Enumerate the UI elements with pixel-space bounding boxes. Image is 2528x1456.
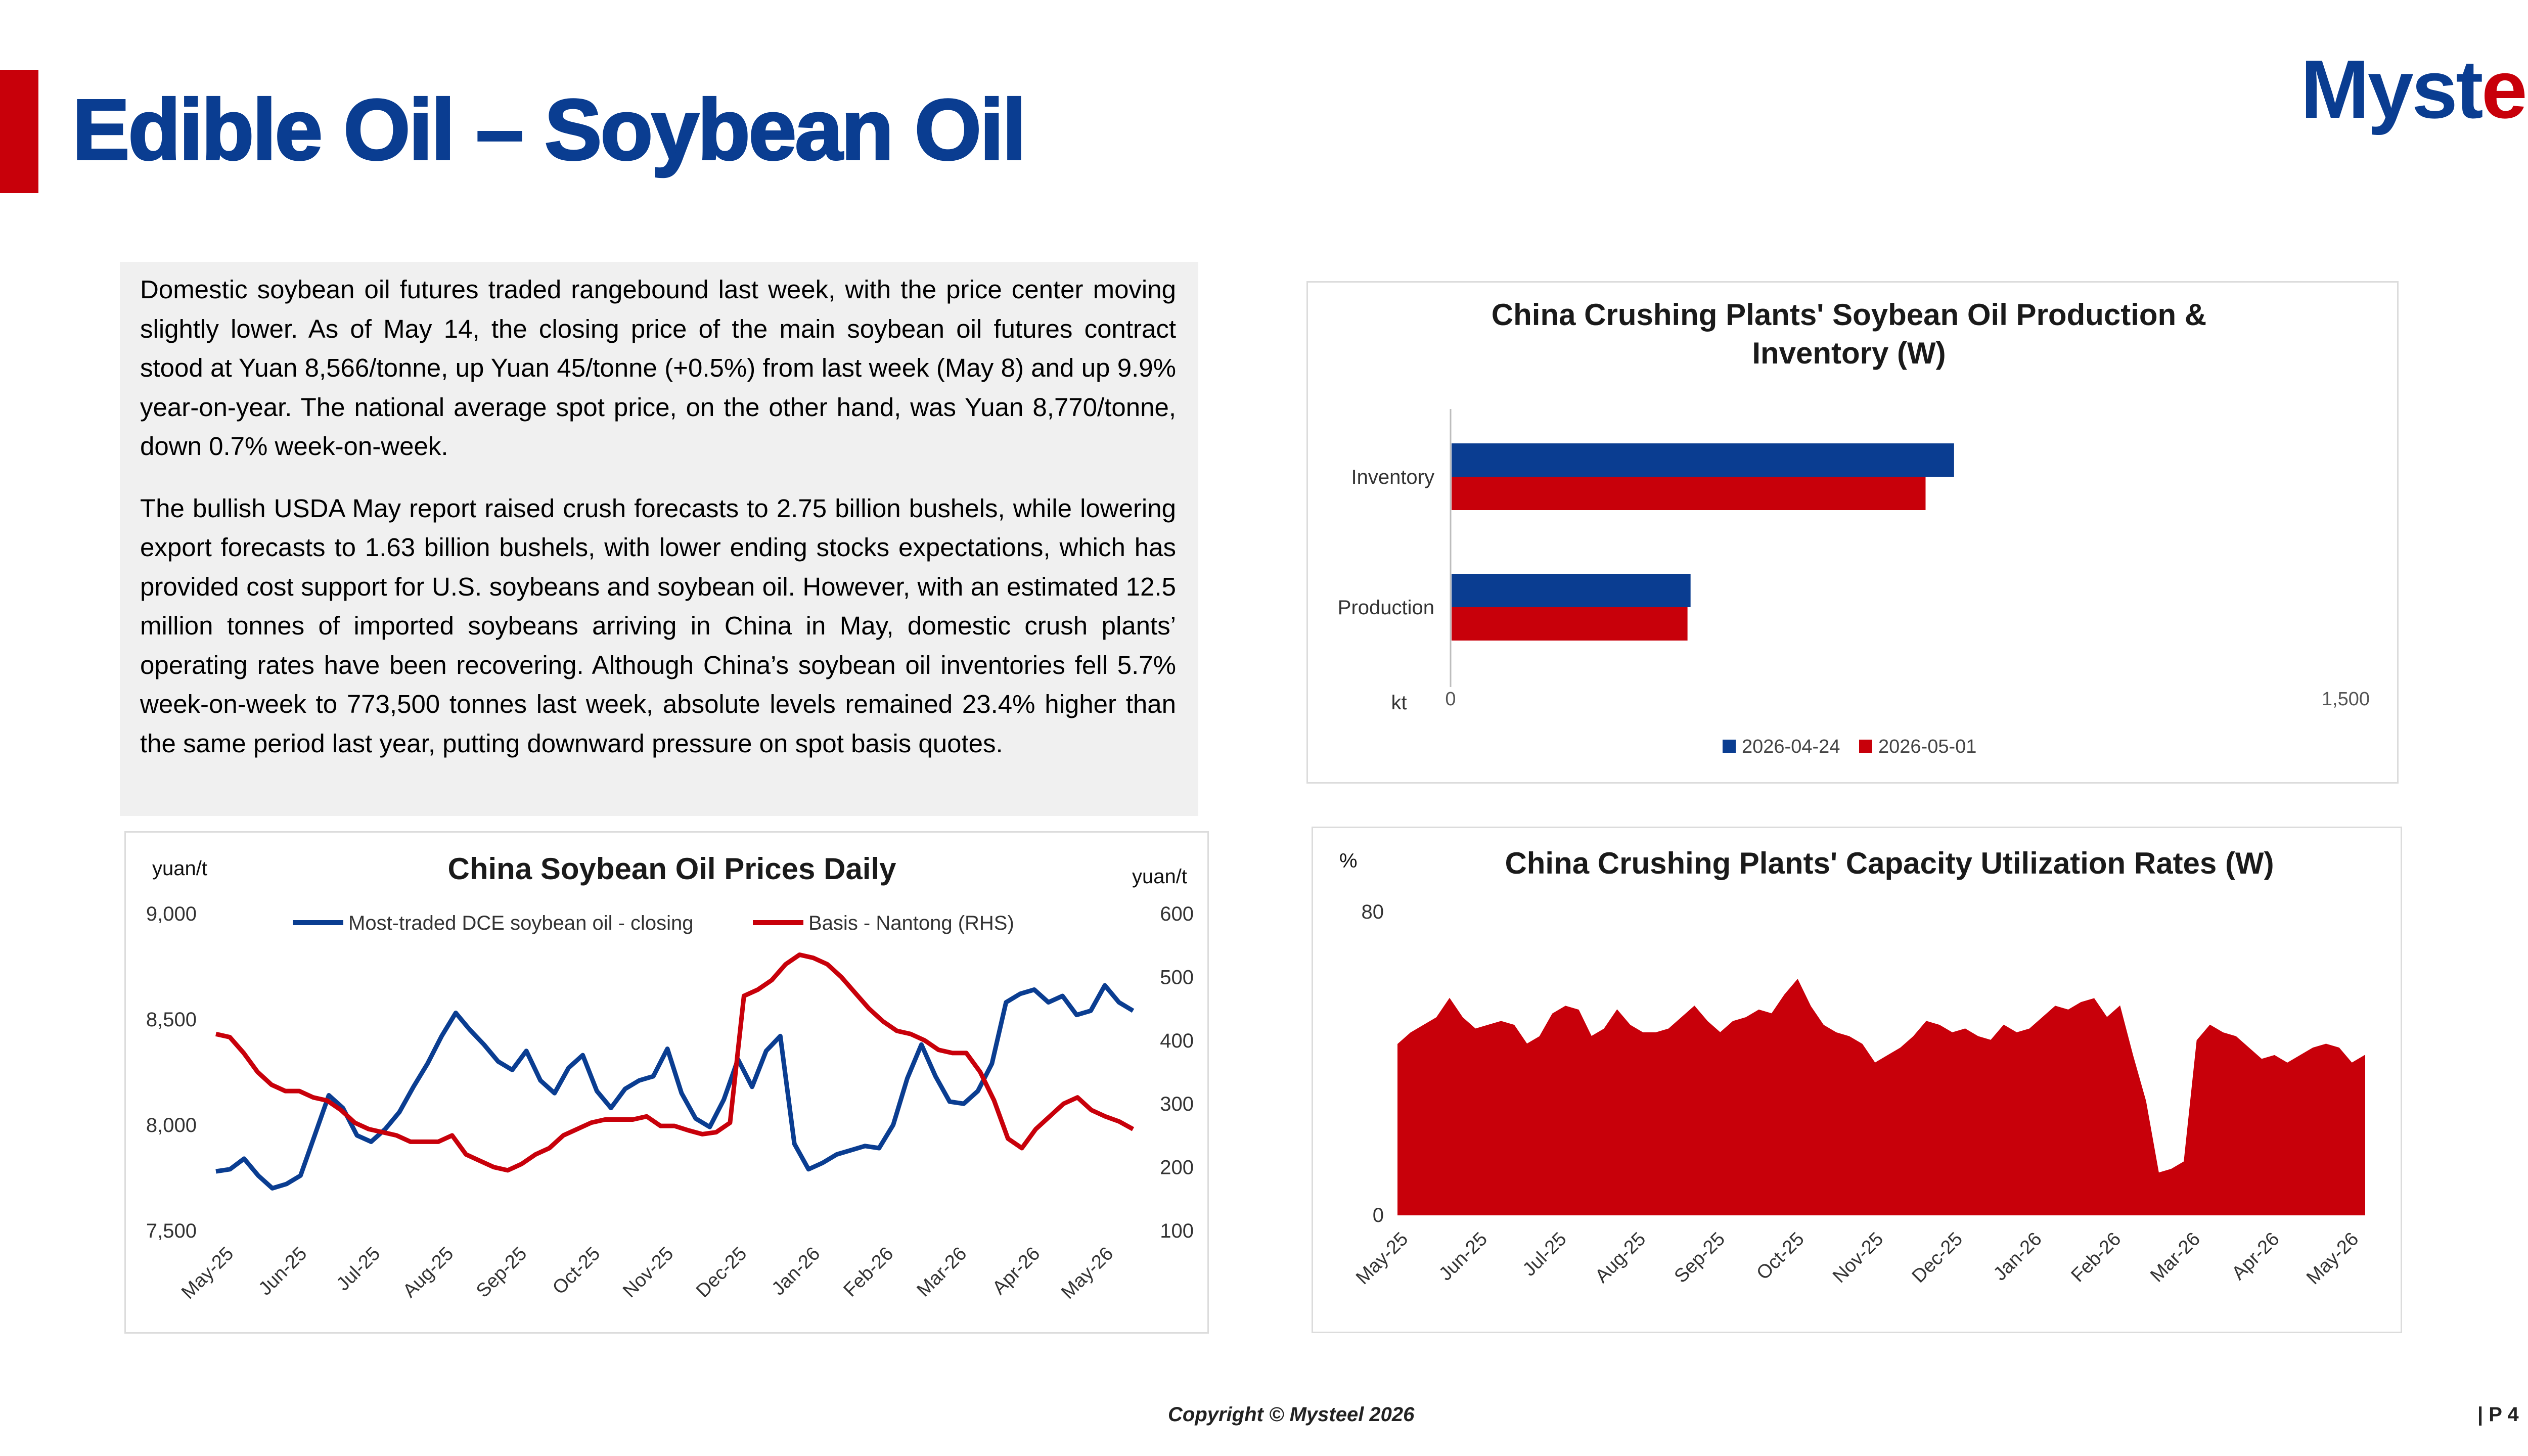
x-axis-tick: Oct-25 bbox=[549, 1243, 604, 1299]
summary-paragraph-1: Domestic soybean oil futures traded rang… bbox=[140, 275, 1176, 461]
bar-unit-label: kt bbox=[1391, 692, 1407, 714]
market-summary: Domestic soybean oil futures traded rang… bbox=[120, 262, 1198, 816]
legend-label: Most-traded DCE soybean oil - closing bbox=[348, 912, 694, 934]
x-axis-tick: Sep-25 bbox=[472, 1243, 531, 1302]
bar-inventory-2026-04-24 bbox=[1452, 443, 1954, 477]
right-y-tick: 100 bbox=[1160, 1220, 1194, 1242]
x-axis-tick: Feb-26 bbox=[840, 1243, 898, 1301]
x-axis-tick: Jul-25 bbox=[332, 1243, 384, 1295]
chart-title-line-2: Inventory (W) bbox=[1752, 336, 1946, 370]
page-title: Edible Oil – Soybean Oil bbox=[71, 82, 1027, 178]
soybean-oil-prices-chart: China Soybean Oil Prices Daily yuan/t yu… bbox=[124, 831, 1209, 1334]
mysteel-logo: Mysteel bbox=[2300, 48, 2528, 131]
logo-text-a: Myst bbox=[2300, 43, 2484, 135]
legend-label: 2026-05-01 bbox=[1878, 736, 1976, 757]
prices-daily-svg: China Soybean Oil Prices Daily yuan/t yu… bbox=[146, 852, 1194, 1303]
x-axis-tick: Oct-25 bbox=[1752, 1228, 1808, 1284]
summary-paragraph-2: The bullish USDA May report raised crush… bbox=[140, 493, 1176, 758]
area-y-tick: 80 bbox=[1362, 901, 1384, 923]
right-y-tick: 300 bbox=[1160, 1093, 1194, 1115]
x-axis-tick: Jun-25 bbox=[254, 1243, 311, 1300]
right-y-tick: 200 bbox=[1160, 1157, 1194, 1179]
production-inventory-chart: China Crushing Plants' Soybean Oil Produ… bbox=[1306, 281, 2399, 784]
x-axis-tick: Aug-25 bbox=[399, 1243, 458, 1302]
x-axis-tick: May-25 bbox=[1352, 1228, 1412, 1289]
right-axis-unit: yuan/t bbox=[1132, 866, 1187, 888]
prices-chart-title: China Soybean Oil Prices Daily bbox=[448, 852, 897, 886]
bar-production-2026-04-24 bbox=[1452, 574, 1691, 607]
right-y-tick: 500 bbox=[1160, 966, 1194, 988]
right-y-tick: 400 bbox=[1160, 1030, 1194, 1052]
bar-x-tick-max: 1,500 bbox=[2322, 689, 2370, 710]
x-axis-tick: Dec-25 bbox=[1908, 1228, 1967, 1287]
legend-label: Basis - Nantong (RHS) bbox=[808, 912, 1014, 934]
chart-title-line-1: China Crushing Plants' Soybean Oil Produ… bbox=[1492, 298, 2206, 332]
x-axis-tick: Dec-25 bbox=[692, 1243, 751, 1302]
x-axis-tick: May-26 bbox=[2303, 1228, 2363, 1289]
bar-category-label: Inventory bbox=[1351, 466, 1434, 488]
x-axis-tick: May-25 bbox=[177, 1243, 238, 1303]
x-axis-tick: Apr-26 bbox=[988, 1243, 1044, 1299]
x-axis-tick: Sep-25 bbox=[1671, 1228, 1729, 1287]
capacity-utilization-chart: % China Crushing Plants' Capacity Utiliz… bbox=[1312, 827, 2402, 1333]
x-axis-tick: Jun-25 bbox=[1435, 1228, 1492, 1285]
legend-label: 2026-04-24 bbox=[1742, 736, 1840, 757]
x-axis-tick: Feb-26 bbox=[2067, 1228, 2126, 1287]
bar-x-tick-min: 0 bbox=[1445, 689, 1456, 710]
x-axis-tick: Aug-25 bbox=[1591, 1228, 1650, 1287]
x-axis-tick: Jan-26 bbox=[768, 1243, 824, 1300]
title-accent-bar bbox=[0, 70, 38, 193]
x-axis-tick: Mar-26 bbox=[2146, 1228, 2204, 1287]
capacity-chart-title: China Crushing Plants' Capacity Utilizat… bbox=[1505, 846, 2274, 880]
legend-swatch bbox=[1723, 740, 1736, 753]
logo-text-b: ee bbox=[2481, 43, 2528, 135]
area-y-tick: 0 bbox=[1373, 1204, 1384, 1226]
production-inventory-svg: China Crushing Plants' Soybean Oil Produ… bbox=[1338, 298, 2370, 757]
x-axis-tick: Nov-25 bbox=[619, 1243, 678, 1302]
bar-category-label: Production bbox=[1338, 597, 1434, 619]
capacity-utilization-area bbox=[1397, 979, 2365, 1215]
x-axis-tick: Mar-26 bbox=[913, 1243, 971, 1301]
x-axis-tick: Jul-25 bbox=[1519, 1228, 1571, 1281]
right-y-tick: 600 bbox=[1160, 903, 1194, 925]
x-axis-tick: May-26 bbox=[1057, 1243, 1117, 1303]
x-axis-tick: Jan-26 bbox=[1990, 1228, 2046, 1285]
left-y-tick: 7,500 bbox=[146, 1220, 197, 1242]
bar-production-2026-05-01 bbox=[1452, 607, 1688, 641]
area-unit-label: % bbox=[1339, 850, 1358, 872]
left-y-tick: 8,000 bbox=[146, 1114, 197, 1136]
dce-closing-line bbox=[215, 983, 1135, 1191]
page-number: | P 4 bbox=[2477, 1403, 2519, 1426]
capacity-utilization-svg: % China Crushing Plants' Capacity Utiliz… bbox=[1339, 846, 2365, 1289]
basis-nantong-line bbox=[215, 952, 1135, 1173]
legend-swatch bbox=[1859, 740, 1872, 753]
left-axis-unit: yuan/t bbox=[152, 857, 207, 880]
x-axis-tick: Apr-26 bbox=[2228, 1228, 2283, 1284]
left-y-tick: 9,000 bbox=[146, 903, 197, 925]
left-y-tick: 8,500 bbox=[146, 1009, 197, 1031]
copyright-notice: Copyright © Mysteel 2026 bbox=[1168, 1403, 1415, 1426]
x-axis-tick: Nov-25 bbox=[1829, 1228, 1887, 1287]
bar-inventory-2026-05-01 bbox=[1452, 477, 1926, 510]
